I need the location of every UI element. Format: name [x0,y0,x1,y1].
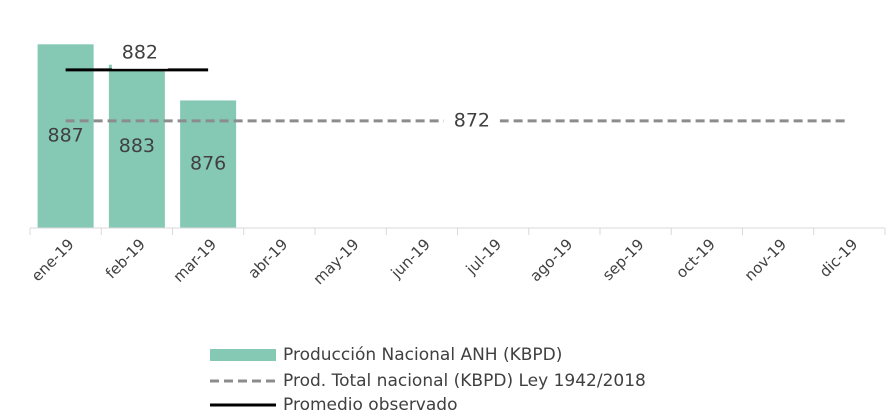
x-tick-label: jun-19 [387,235,434,282]
x-tick-label: jul-19 [462,235,505,278]
x-tick-label: abr-19 [244,235,291,282]
data-label: 887 [47,125,83,147]
legend-swatch [210,349,276,361]
x-tick-label: may-19 [310,235,363,288]
x-tick-label: dic-19 [816,235,862,281]
data-label: 883 [119,135,155,157]
x-tick-label: oct-19 [672,235,719,282]
x-tick-label: ene-19 [28,235,78,285]
legend-label: Producción Nacional ANH (KBPD) [283,345,562,365]
x-tick-label: ago-19 [526,235,576,285]
x-tick-label: feb-19 [102,235,149,282]
legend-label: Prod. Total nacional (KBPD) Ley 1942/201… [283,371,646,391]
bar [37,44,94,228]
line-label: 882 [122,41,158,63]
label-bg [443,107,500,134]
x-tick-label: sep-19 [599,235,648,284]
x-tick-label: nov-19 [741,235,790,284]
data-label: 876 [190,153,226,175]
x-tick-label: mar-19 [170,235,221,286]
bar [108,64,165,228]
legend-label: Promedio observado [283,395,457,415]
line-label: 872 [454,109,490,131]
label-bg [111,56,168,69]
